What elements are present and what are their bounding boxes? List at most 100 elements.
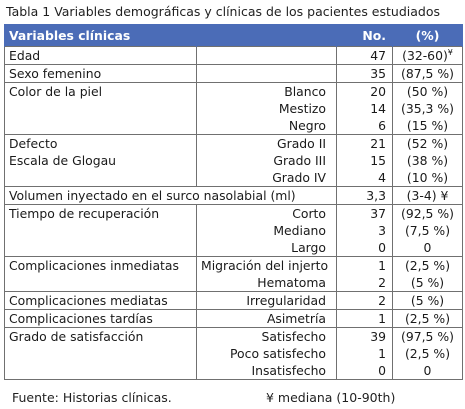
row-sub: [196, 46, 337, 65]
row-sub: Mediano: [196, 222, 337, 239]
table-row: Color de la piel Blanco 20 (50 %): [4, 82, 463, 100]
table-row: Tiempo de recuperación Corto 37 (92,5 %): [4, 204, 463, 222]
header-pct: (%): [392, 24, 463, 47]
row-sub: [196, 64, 337, 83]
row-pct: (2,5 %): [392, 256, 463, 274]
table-row: Defecto Grado II 21 (52 %): [4, 134, 463, 152]
row-pct: (87,5 %): [392, 64, 463, 83]
row-label: Complicaciones mediatas: [4, 291, 197, 310]
table-row: Edad 47 (32-60)¥: [4, 46, 463, 65]
row-pct: (52 %): [392, 134, 463, 152]
row-pct: (50 %): [392, 82, 463, 100]
row-no: 3: [336, 222, 393, 239]
row-pct: (92,5 %): [392, 204, 463, 222]
row-sub: Grado IV: [196, 169, 337, 187]
table-row: Insatisfecho 0 0: [4, 362, 463, 380]
row-no: 2: [336, 291, 393, 310]
row-no: 4: [336, 169, 393, 187]
row-no: 1: [336, 309, 393, 328]
table-row: Sexo femenino 35 (87,5 %): [4, 64, 463, 83]
row-pct: (97,5 %): [392, 327, 463, 345]
clinical-variables-table: Variables clínicas No. (%) Edad 47 (32-6…: [4, 24, 463, 380]
row-no: 2: [336, 274, 393, 292]
row-sub: Hematoma: [196, 274, 337, 292]
row-no: 21: [336, 134, 393, 152]
table-row: Complicaciones tardías Asimetría 1 (2,5 …: [4, 309, 463, 328]
row-pct: (5 %): [392, 274, 463, 292]
row-label: [4, 362, 197, 380]
row-label: Complicaciones tardías: [4, 309, 197, 328]
row-pct: (2,5 %): [392, 345, 463, 362]
row-label: Escala de Glogau: [4, 152, 197, 169]
row-pct: (7,5 %): [392, 222, 463, 239]
table-row: Mediano 3 (7,5 %): [4, 222, 463, 239]
row-no: 6: [336, 117, 393, 135]
header-variables: Variables clínicas: [4, 24, 197, 47]
row-label: [4, 274, 197, 292]
row-label: [4, 100, 197, 117]
table-row: Poco satisfecho 1 (2,5 %): [4, 345, 463, 362]
row-pct: (10 %): [392, 169, 463, 187]
table-footer: Fuente: Historias clínicas. ¥ mediana (1…: [12, 390, 395, 405]
row-label: Sexo femenino: [4, 64, 197, 83]
row-no: 0: [336, 362, 393, 380]
row-no: 15: [336, 152, 393, 169]
row-sub: Blanco: [196, 82, 337, 100]
row-label: [4, 239, 197, 257]
row-label: Defecto: [4, 134, 197, 152]
row-pct: (15 %): [392, 117, 463, 135]
row-pct: (5 %): [392, 291, 463, 310]
row-sub: Poco satisfecho: [196, 345, 337, 362]
row-label: Edad: [4, 46, 197, 65]
row-sub: Irregularidad: [196, 291, 337, 310]
row-no: 37: [336, 204, 393, 222]
row-label: Volumen inyectado en el surco nasolabial…: [4, 186, 337, 205]
row-no: 0: [336, 239, 393, 257]
row-pct: (38 %): [392, 152, 463, 169]
row-pct: (2,5 %): [392, 309, 463, 328]
row-pct: (32-60)¥: [392, 46, 463, 65]
table-header-row: Variables clínicas No. (%): [4, 24, 463, 47]
source-note: Fuente: Historias clínicas.: [12, 390, 172, 405]
row-label: [4, 345, 197, 362]
row-no: 1: [336, 345, 393, 362]
row-sub: Largo: [196, 239, 337, 257]
row-label: [4, 117, 197, 135]
table-row: Mestizo 14 (35,3 %): [4, 100, 463, 117]
table-row: Volumen inyectado en el surco nasolabial…: [4, 186, 463, 205]
row-label: [4, 169, 197, 187]
row-label: Tiempo de recuperación: [4, 204, 197, 222]
row-sub: Grado II: [196, 134, 337, 152]
table-row: Escala de Glogau Grado III 15 (38 %): [4, 152, 463, 169]
row-label: [4, 222, 197, 239]
table-row: Complicaciones inmediatas Migración del …: [4, 256, 463, 274]
row-pct: 0: [392, 362, 463, 380]
row-no: 35: [336, 64, 393, 83]
table-row: Grado IV 4 (10 %): [4, 169, 463, 187]
row-label: Grado de satisfacción: [4, 327, 197, 345]
row-no: 47: [336, 46, 393, 65]
row-no: 20: [336, 82, 393, 100]
table-row: Hematoma 2 (5 %): [4, 274, 463, 292]
row-pct: 0: [392, 239, 463, 257]
header-no: No.: [336, 24, 393, 47]
row-pct: (35,3 %): [392, 100, 463, 117]
row-pct-value: (32-60): [402, 48, 448, 64]
row-sub: Corto: [196, 204, 337, 222]
row-no: 39: [336, 327, 393, 345]
row-sub: Insatisfecho: [196, 362, 337, 380]
row-sub: Grado III: [196, 152, 337, 169]
row-no: 1: [336, 256, 393, 274]
table-row: Grado de satisfacción Satisfecho 39 (97,…: [4, 327, 463, 345]
row-sub: Mestizo: [196, 100, 337, 117]
row-label: Color de la piel: [4, 82, 197, 100]
row-pct: (3-4) ¥: [392, 186, 463, 205]
row-sub: Negro: [196, 117, 337, 135]
row-no: 3,3: [336, 186, 393, 205]
table-caption: Tabla 1 Variables demográficas y clínica…: [6, 4, 440, 19]
table-row: Largo 0 0: [4, 239, 463, 257]
row-no: 14: [336, 100, 393, 117]
median-note: ¥ mediana (10-90th): [266, 390, 396, 405]
header-blank: [196, 24, 337, 47]
row-sub: Asimetría: [196, 309, 337, 328]
